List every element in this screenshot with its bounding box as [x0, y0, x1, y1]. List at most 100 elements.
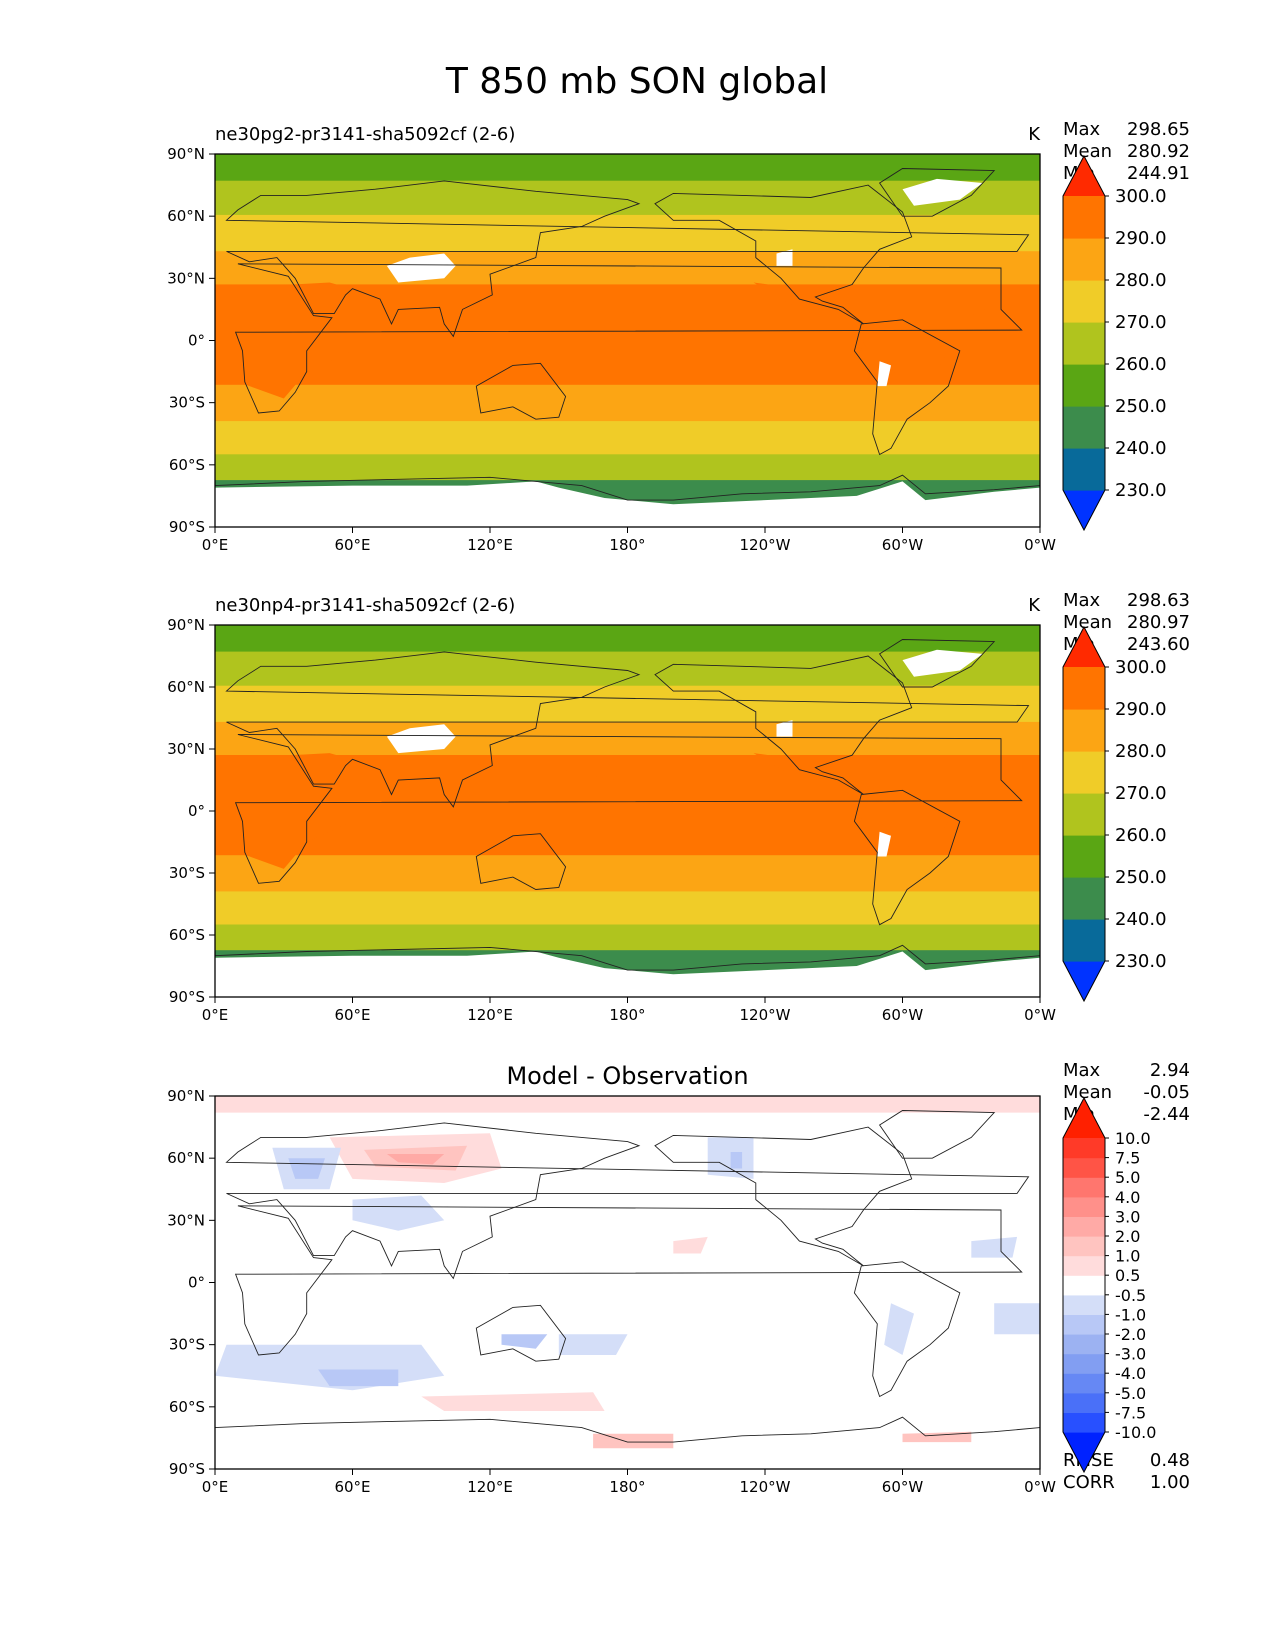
warm-pool: [971, 765, 1040, 801]
metric-value: 0.48: [1150, 1450, 1190, 1471]
colorbar-swatch: [1063, 793, 1105, 836]
colorbar-swatch: [1063, 1294, 1105, 1315]
y-tick-label: 60°S: [169, 1398, 205, 1416]
coastline: [225, 1122, 1030, 1280]
coastline: [214, 1416, 1041, 1443]
panel-2: 0°E 60°E 120°E 180° 120°W 60°W 0°W 90°N 60°N 30°N…: [167, 590, 1190, 1024]
x-tick-label: 60°E: [334, 1006, 370, 1024]
panel-title: ne30np4-pr3141-sha5092cf (2-6): [215, 595, 515, 616]
coastline: [225, 180, 1030, 338]
colorbar-tick-label: 3.0: [1115, 1207, 1140, 1226]
stat-value: 280.92: [1127, 141, 1190, 162]
metric-label: CORR: [1063, 1472, 1115, 1493]
y-tick-label: 90°S: [169, 988, 205, 1006]
units-label: K: [1028, 595, 1041, 616]
panel-title: ne30pg2-pr3141-sha5092cf (2-6): [215, 124, 515, 145]
masked-area: [386, 724, 456, 754]
field-band: [215, 154, 1040, 181]
colorbar-swatch: [1063, 280, 1105, 323]
anomaly-region: [971, 1236, 1018, 1258]
field-band: [215, 384, 1040, 422]
masked-area: [386, 253, 456, 283]
field-band: [215, 923, 1040, 951]
anomaly-region: [884, 1303, 914, 1355]
stat-value: 244.91: [1127, 163, 1190, 184]
colorbar-swatch: [1063, 835, 1105, 878]
x-tick-label: 60°W: [882, 1478, 924, 1496]
coastline: [654, 655, 913, 795]
x-tick-label: 0°E: [202, 536, 229, 554]
warm-pool: [215, 753, 674, 869]
x-tick-label: 60°E: [334, 536, 370, 554]
colorbar-tick-label: -3.0: [1115, 1345, 1146, 1364]
colorbar-tick-label: 0.5: [1115, 1266, 1140, 1285]
colorbar-swatch: [1063, 1412, 1105, 1433]
y-tick-label: 60°N: [167, 207, 205, 225]
colorbar-swatch: [1063, 1157, 1105, 1178]
field-bands: [215, 625, 1040, 997]
y-tick-label: 30°S: [169, 394, 205, 412]
x-tick-label: 120°W: [740, 1006, 791, 1024]
anomaly-region: [593, 1433, 674, 1449]
stat-label: Max: [1063, 590, 1101, 611]
colorbar-swatch: [1063, 751, 1105, 794]
y-tick-label: 0°: [188, 802, 205, 820]
x-tick-label: 0°E: [202, 1006, 229, 1024]
colorbar-tick-label: 270.0: [1115, 783, 1167, 804]
panel-1: 0°E 60°E 120°E 180° 120°W 60°W 0°W 90°N 60°N 30°N…: [167, 119, 1190, 554]
coastline: [853, 789, 961, 926]
warm-pool: [215, 282, 674, 399]
coastline: [878, 639, 996, 688]
y-tick-label: 60°N: [167, 678, 205, 696]
colorbar-3: -10.0-7.5-5.0-4.0-3.0-2.0-1.0-0.50.51.02…: [1062, 1096, 1156, 1474]
colorbar-tick-label: 290.0: [1115, 228, 1167, 249]
stat-label: Mean: [1063, 1082, 1112, 1103]
x-tick-label: 120°W: [740, 536, 791, 554]
y-tick-label: 30°N: [167, 1211, 205, 1229]
colorbar-swatch: [1063, 1392, 1105, 1413]
colorbar-extend-high: [1063, 1098, 1105, 1138]
field-anomalies: [215, 1096, 1040, 1469]
colorbar-swatch: [1063, 238, 1105, 281]
panel-title: Model - Observation: [506, 1062, 748, 1090]
colorbar-swatch: [1063, 1216, 1105, 1237]
colorbar-tick-label: 230.0: [1115, 951, 1167, 972]
warm-pool: [753, 753, 949, 853]
masked-area: [776, 720, 793, 737]
coastline: [234, 734, 1023, 884]
colorbar-tick-label: 240.0: [1115, 909, 1167, 930]
masked-area: [902, 178, 983, 206]
coastline: [878, 168, 996, 217]
colorbar-tick-label: -2.0: [1115, 1325, 1146, 1344]
colorbar-tick-label: -7.5: [1115, 1403, 1146, 1422]
field-band: [215, 650, 1040, 686]
stat-value: 280.97: [1127, 612, 1190, 633]
colorbar-swatch: [1063, 1373, 1105, 1394]
colorbar-swatch: [1063, 1236, 1105, 1257]
colorbar-tick-label: 280.0: [1115, 270, 1167, 291]
colorbar-tick-label: 300.0: [1115, 657, 1167, 678]
y-tick-label: 90°S: [169, 518, 205, 536]
x-tick-label: 60°W: [882, 536, 924, 554]
x-tick-label: 120°E: [467, 1006, 513, 1024]
colorbar-tick-label: 1.0: [1115, 1247, 1140, 1266]
stat-label: Max: [1063, 1060, 1101, 1081]
colorbar-tick-label: 230.0: [1115, 480, 1167, 501]
colorbar-tick-label: 280.0: [1115, 741, 1167, 762]
x-tick-label: 120°E: [467, 1478, 513, 1496]
masked-area: [215, 481, 1040, 527]
coastline: [654, 1126, 913, 1267]
x-tick-label: 60°W: [882, 1006, 924, 1024]
coastline: [214, 944, 1041, 971]
y-tick-label: 60°S: [169, 456, 205, 474]
masked-area: [776, 249, 793, 266]
colorbar-swatch: [1063, 196, 1105, 239]
coastlines: [214, 1110, 1041, 1443]
colorbar-tick-label: 260.0: [1115, 825, 1167, 846]
colorbar-tick-label: 250.0: [1115, 396, 1167, 417]
anomaly-region: [215, 1096, 1040, 1113]
colorbar-swatch: [1063, 1177, 1105, 1198]
colorbar-tick-label: 290.0: [1115, 699, 1167, 720]
